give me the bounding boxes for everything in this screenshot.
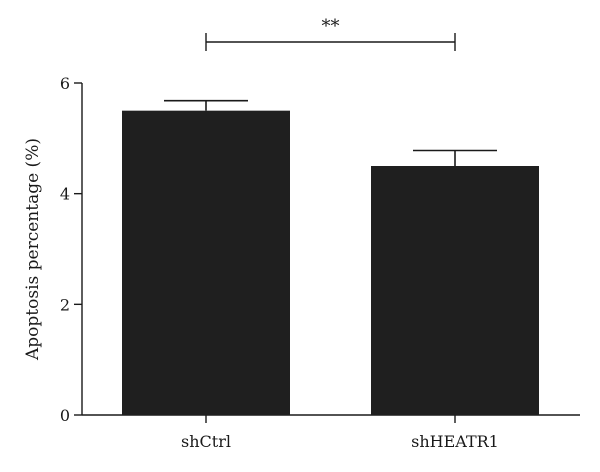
bar-shctrl [122, 110, 290, 416]
significance-label: ** [322, 16, 340, 37]
y-axis: 0 2 4 6 [60, 74, 83, 425]
bar-shheatr1 [371, 166, 539, 415]
x-tick-label: shHEATR1 [411, 432, 499, 451]
y-axis-title: Apoptosis percentage (%) [23, 138, 43, 361]
y-tick-label: 0 [60, 406, 70, 425]
x-tick-label: shCtrl [181, 432, 231, 451]
y-tick-label: 4 [60, 185, 70, 204]
error-bars [164, 99, 497, 166]
y-tick-label: 6 [60, 74, 70, 93]
x-axis: shCtrl shHEATR1 [82, 414, 580, 451]
bars [122, 110, 539, 416]
significance-bracket: ** [205, 16, 456, 51]
y-tick-label: 2 [60, 295, 70, 314]
